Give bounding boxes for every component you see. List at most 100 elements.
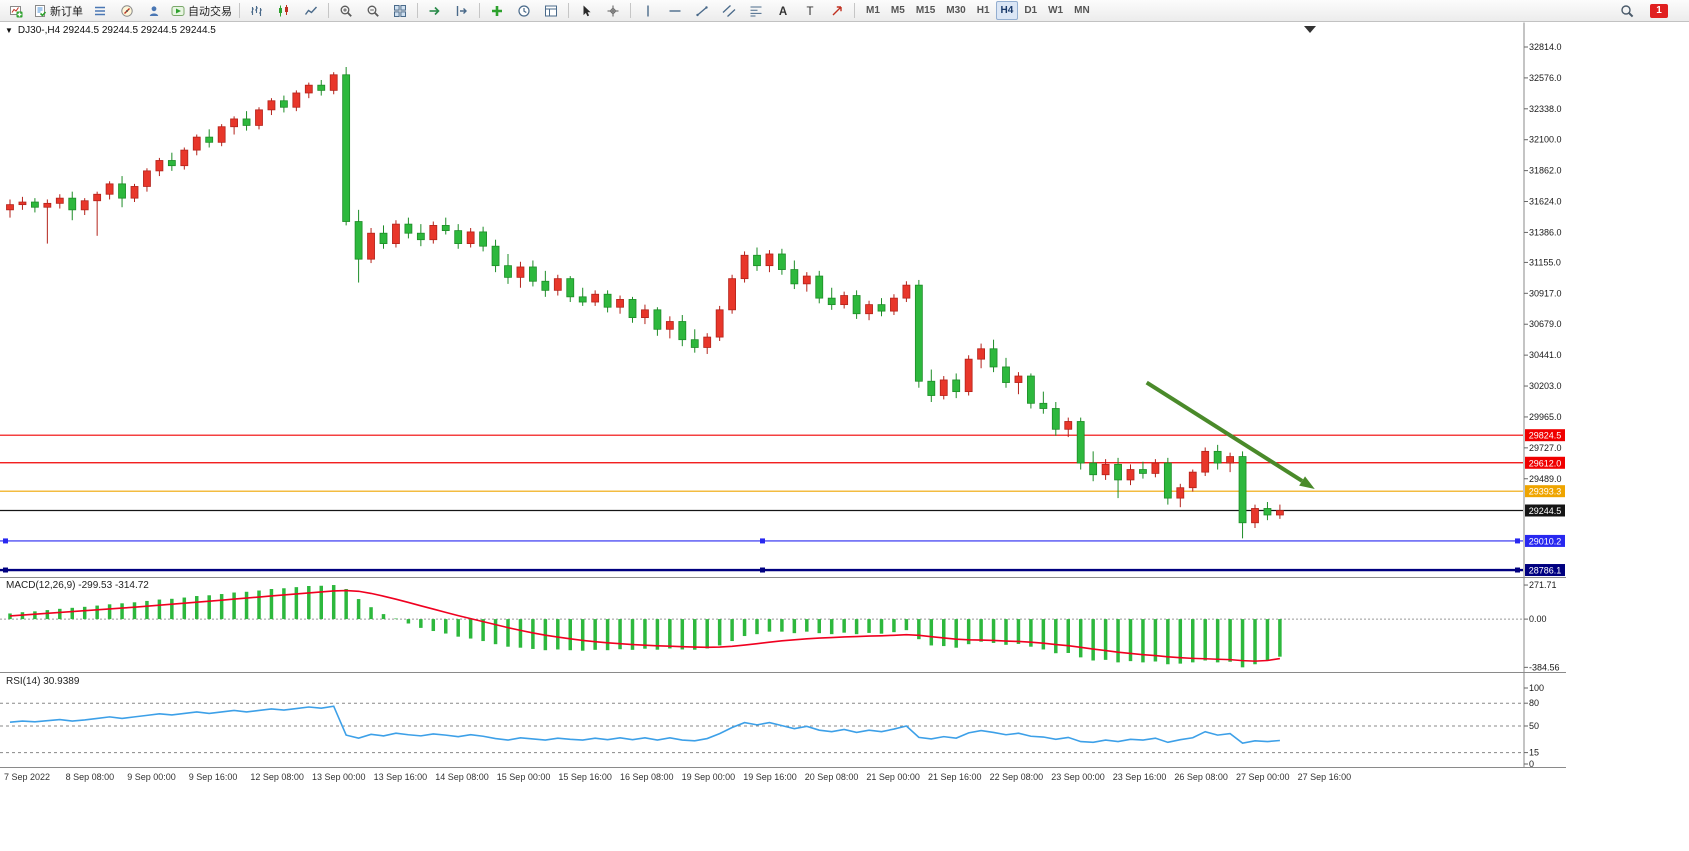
tile-windows-button[interactable] bbox=[387, 1, 413, 21]
search-button[interactable] bbox=[1614, 1, 1640, 21]
zoom-in-icon bbox=[340, 5, 352, 17]
cursor-button[interactable] bbox=[573, 1, 599, 21]
timeframe-W1-button[interactable]: W1 bbox=[1048, 5, 1064, 16]
candle bbox=[1238, 451, 1247, 539]
timeframe-M30-button[interactable]: M30 bbox=[946, 5, 966, 16]
candle bbox=[167, 152, 176, 171]
auto-scroll-button[interactable] bbox=[422, 1, 448, 21]
hlines-layer bbox=[0, 434, 1523, 573]
candle bbox=[827, 287, 836, 310]
chart-candles-button[interactable] bbox=[271, 1, 297, 21]
periods-icon bbox=[518, 4, 530, 17]
candle bbox=[1151, 459, 1160, 478]
candle bbox=[977, 343, 985, 369]
timeframe-M1-button[interactable]: M1 bbox=[866, 5, 880, 16]
trendline-button[interactable] bbox=[689, 1, 715, 21]
chart-shift-button[interactable] bbox=[449, 1, 475, 21]
zoom-in-button[interactable] bbox=[333, 1, 359, 21]
new-chart-button[interactable] bbox=[3, 1, 29, 21]
indicators-button[interactable] bbox=[484, 1, 510, 21]
price-tick-label: 32576.0 bbox=[1529, 73, 1562, 83]
hline-handle[interactable] bbox=[1515, 567, 1520, 573]
horizontal-line-icon bbox=[669, 9, 681, 12]
candle bbox=[890, 294, 898, 316]
time-tick-label: 14 Sep 08:00 bbox=[435, 772, 489, 782]
new-order-label: 新订单 bbox=[50, 5, 83, 18]
candle bbox=[852, 290, 861, 319]
toolbar-separator bbox=[328, 3, 329, 18]
candle bbox=[342, 66, 351, 226]
timeframe-D1-button[interactable]: D1 bbox=[1024, 5, 1038, 16]
text-label-button[interactable]: T bbox=[797, 1, 823, 21]
text-icon: A bbox=[779, 6, 787, 18]
periods-button[interactable] bbox=[511, 1, 537, 21]
zoom-out-button[interactable] bbox=[360, 1, 386, 21]
market-watch-button[interactable] bbox=[87, 1, 113, 21]
notifications-badge[interactable]: 1 bbox=[1650, 3, 1668, 18]
macd-indicator-label: MACD(12,26,9) -299.53 -314.72 bbox=[6, 580, 149, 591]
hline-handle[interactable] bbox=[1515, 538, 1520, 544]
navigator-button[interactable] bbox=[114, 1, 140, 21]
candle bbox=[504, 253, 512, 284]
candle bbox=[317, 79, 326, 96]
fibonacci-button[interactable] bbox=[743, 1, 769, 21]
price-tick-label: 30679.0 bbox=[1529, 319, 1562, 329]
chart-bars-button[interactable] bbox=[244, 1, 270, 21]
timeframe-MN-button[interactable]: MN bbox=[1074, 5, 1090, 16]
arrows-button[interactable] bbox=[824, 1, 850, 21]
candle bbox=[516, 261, 525, 288]
candle bbox=[1276, 504, 1284, 519]
arrows-icon bbox=[832, 5, 842, 15]
vertical-line-button[interactable] bbox=[635, 1, 661, 21]
time-tick-label: 21 Sep 16:00 bbox=[928, 772, 982, 782]
text-button[interactable]: A bbox=[770, 1, 796, 21]
rsi-panel: 100 80 50 150 bbox=[0, 683, 1544, 769]
horizontal-line-button[interactable] bbox=[662, 1, 688, 21]
price-badge-28786.1: 28786.1 bbox=[1525, 564, 1565, 577]
hline-handle[interactable] bbox=[760, 538, 765, 544]
time-tick-label: 15 Sep 16:00 bbox=[558, 772, 612, 782]
chart-shift-marker[interactable] bbox=[1304, 26, 1316, 33]
chart-line-button[interactable] bbox=[298, 1, 324, 21]
price-badge-29612.0: 29612.0 bbox=[1525, 456, 1565, 469]
svg-text:29393.3: 29393.3 bbox=[1529, 487, 1562, 497]
candle bbox=[155, 157, 164, 177]
candle bbox=[753, 247, 761, 271]
candle bbox=[653, 307, 662, 336]
time-tick-label: 8 Sep 08:00 bbox=[66, 772, 115, 782]
autotrading-label: 自动交易 bbox=[188, 5, 232, 18]
new-chart-icon bbox=[10, 5, 23, 17]
market-watch-icon bbox=[95, 6, 105, 15]
toolbar-button-group: 新订单 自动交易 A T bbox=[3, 1, 858, 21]
templates-button[interactable] bbox=[538, 1, 564, 21]
price-axis[interactable]: 32814.0 32576.0 32338.0 32100.0 31862.0 31624… bbox=[1524, 42, 1562, 484]
price-tick-label: 30441.0 bbox=[1529, 350, 1562, 360]
candle bbox=[1201, 447, 1210, 477]
one-click-trading-arrow[interactable]: ▼ bbox=[5, 25, 13, 35]
crosshair-button[interactable] bbox=[600, 1, 626, 21]
timeframe-M5-button[interactable]: M5 bbox=[890, 5, 905, 16]
timeframe-H4-button[interactable]: H4 bbox=[995, 1, 1019, 20]
toolbar-separator bbox=[568, 3, 569, 18]
price-badge-29244.5: 29244.5 bbox=[1525, 504, 1565, 517]
trend-arrow-annotation[interactable] bbox=[1145, 380, 1315, 490]
hline-handle[interactable] bbox=[760, 567, 765, 573]
timeframe-H1-button[interactable]: H1 bbox=[976, 5, 990, 16]
hline-handle[interactable] bbox=[3, 567, 8, 573]
new-order-button[interactable]: 新订单 bbox=[30, 1, 86, 21]
candle bbox=[964, 355, 973, 396]
candle bbox=[404, 217, 413, 239]
autotrading-icon bbox=[171, 5, 185, 16]
channel-button[interactable] bbox=[716, 1, 742, 21]
toolbar-right: 1 bbox=[1614, 1, 1668, 21]
timeframe-M15-button[interactable]: M15 bbox=[915, 5, 936, 16]
time-axis[interactable]: 7 Sep 2022 8 Sep 08:00 9 Sep 00:00 9 Sep 16… bbox=[4, 772, 1351, 782]
trendline-icon bbox=[696, 5, 708, 16]
candle bbox=[939, 376, 948, 400]
accounts-button[interactable] bbox=[141, 1, 167, 21]
candle bbox=[740, 251, 749, 283]
hline-handle[interactable] bbox=[3, 538, 8, 544]
autotrading-button[interactable]: 自动交易 bbox=[168, 1, 235, 21]
candle bbox=[491, 239, 500, 273]
